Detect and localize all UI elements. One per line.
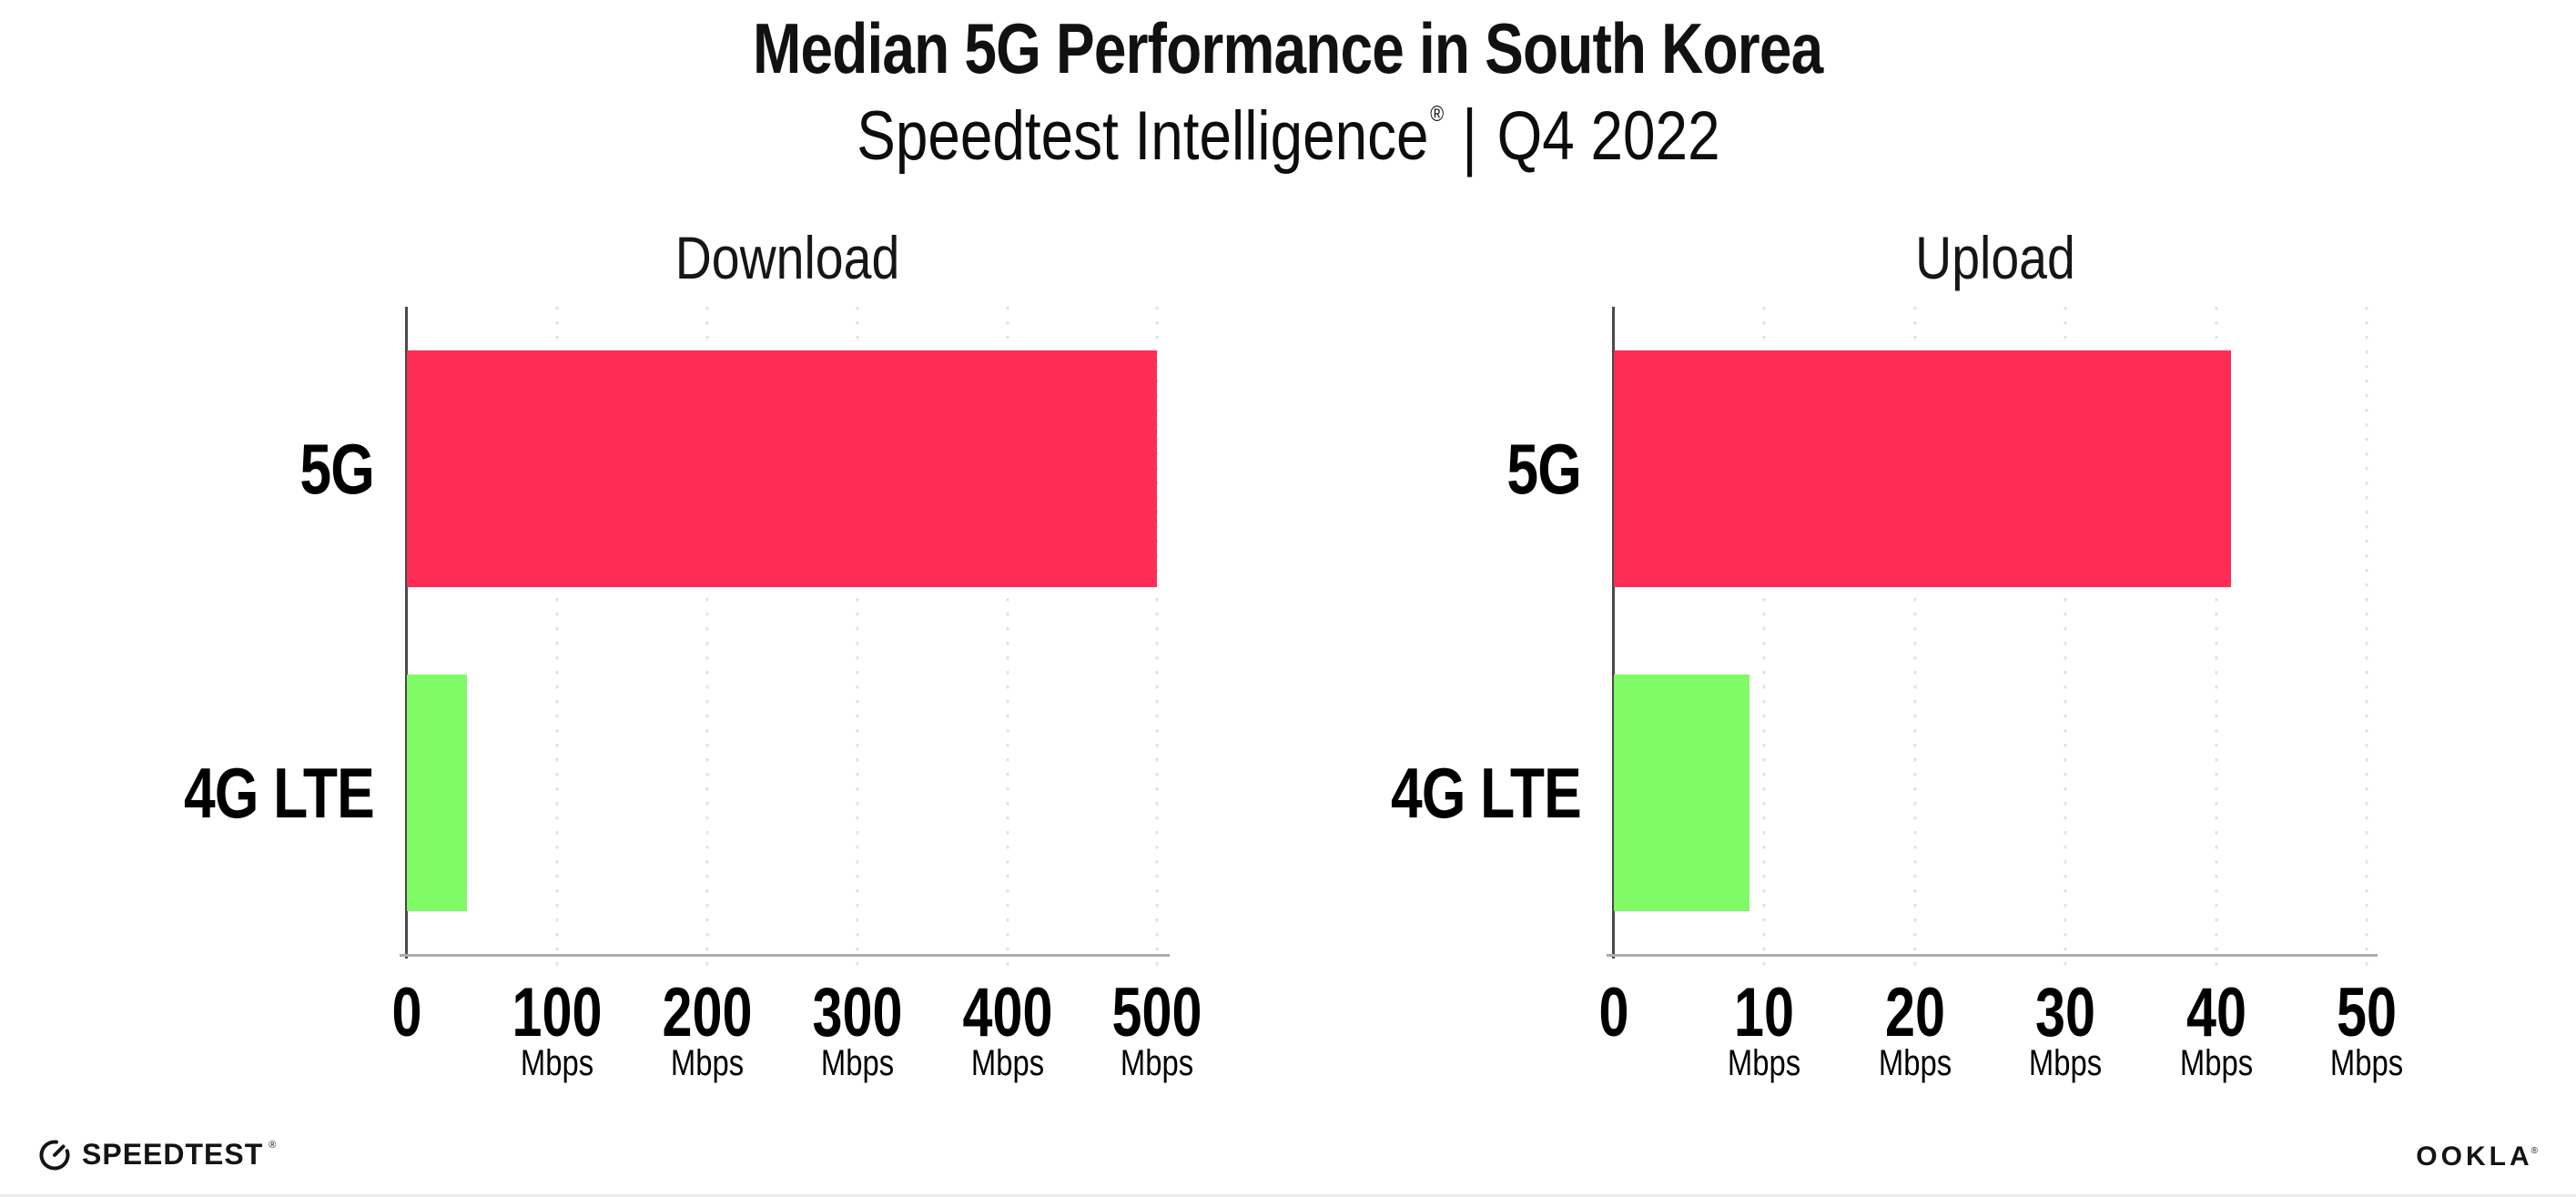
chart-title: Download xyxy=(674,224,900,291)
subtitle-brand: Speedtest Intelligence xyxy=(856,97,1429,175)
x-tick-unit: Mbps xyxy=(670,1043,744,1083)
gridline xyxy=(2215,307,2218,971)
x-tick-label: 50 xyxy=(2337,974,2398,1051)
x-tick-label: 500 xyxy=(1111,974,1202,1051)
x-tick-label: 30 xyxy=(2035,974,2096,1051)
x-tick-unit: Mbps xyxy=(1121,1043,1194,1083)
registered-mark-icon: ® xyxy=(2530,1146,2541,1156)
gridline xyxy=(2365,307,2368,971)
x-tick-unit: Mbps xyxy=(1878,1043,1952,1083)
x-tick-label: 100 xyxy=(512,974,603,1051)
gridline xyxy=(1913,307,1917,971)
bar-4g-lte xyxy=(1614,675,1749,911)
y-axis-line xyxy=(405,307,408,959)
category-label-4g-lte: 4G LTE xyxy=(184,753,375,833)
gridline xyxy=(856,307,859,971)
subtitle-separator: | xyxy=(1461,94,1477,178)
x-tick-label: 0 xyxy=(1598,974,1629,1051)
plot-area: 0 100 Mbps 200 Mbps 300 Mbps 400 Mbps 500 Mbps 5G 4G… xyxy=(184,307,1202,1081)
x-tick-unit: Mbps xyxy=(2329,1043,2404,1083)
x-tick-unit: Mbps xyxy=(1728,1043,1801,1083)
gridline xyxy=(1155,307,1159,971)
x-tick-label: 20 xyxy=(1884,974,1945,1051)
plot-area: 0 10 Mbps 20 Mbps 30 Mbps 40 Mbps 50 Mbps 5G 4G LTE xyxy=(1391,307,2403,1081)
x-tick-unit: Mbps xyxy=(520,1043,593,1083)
speedtest-logo: SPEEDTEST ® xyxy=(36,1136,279,1172)
x-tick-label: 300 xyxy=(812,974,903,1051)
page-title: Median 5G Performance in South Korea xyxy=(0,13,2576,84)
speedtest-gauge-icon xyxy=(39,1140,70,1171)
x-tick-label: 40 xyxy=(2186,974,2246,1051)
ookla-logo: OOKLA® xyxy=(2416,1141,2543,1172)
registered-mark-icon: ® xyxy=(1429,102,1444,127)
bar-4g-lte xyxy=(407,675,467,911)
page-subtitle-text: Speedtest Intelligence® | Q4 2022 xyxy=(857,94,1719,178)
category-label-4g-lte: 4G LTE xyxy=(1391,753,1582,833)
registered-mark-icon: ® xyxy=(269,1140,277,1151)
gridline xyxy=(705,307,709,971)
x-axis-line xyxy=(400,954,1170,957)
x-tick-label: 400 xyxy=(962,974,1053,1051)
category-label-5g: 5G xyxy=(1506,429,1581,509)
gridline xyxy=(555,307,559,971)
page-title-text: Median 5G Performance in South Korea xyxy=(753,8,1823,88)
x-tick-label: 10 xyxy=(1734,974,1795,1051)
x-tick-unit: Mbps xyxy=(2029,1043,2103,1083)
x-tick-unit: Mbps xyxy=(820,1043,894,1083)
subtitle-period: Q4 2022 xyxy=(1496,97,1720,175)
y-axis-line xyxy=(1612,307,1615,959)
page-subtitle: Speedtest Intelligence® | Q4 2022 xyxy=(0,94,2576,178)
x-axis-line xyxy=(1607,954,2378,957)
bar-5g xyxy=(1614,350,2232,587)
category-label-5g: 5G xyxy=(299,429,374,509)
x-tick-unit: Mbps xyxy=(2179,1043,2253,1083)
speedtest-logo-text: SPEEDTEST xyxy=(82,1137,264,1171)
x-tick-unit: Mbps xyxy=(970,1043,1044,1083)
chart-title: Upload xyxy=(1914,224,2075,291)
x-tick-label: 200 xyxy=(662,974,753,1051)
gridline xyxy=(2064,307,2067,971)
bar-5g xyxy=(407,350,1158,587)
x-tick-label: 0 xyxy=(391,974,422,1051)
gridline xyxy=(1762,307,1766,971)
gridline xyxy=(1006,307,1009,971)
ookla-logo-text: OOKLA xyxy=(2416,1141,2533,1172)
